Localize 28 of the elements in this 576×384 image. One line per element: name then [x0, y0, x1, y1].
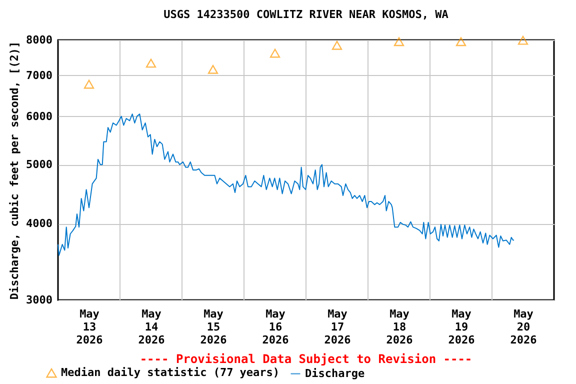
y-tick-label: 7000 — [26, 68, 52, 82]
legend-label: Median daily statistic (77 years) — [61, 366, 280, 379]
x-tick-label: May 15 2026 — [200, 308, 228, 346]
text: ---- Provisional Data Subject to Revision ---- — [140, 352, 472, 366]
x-tick-label: May 20 2026 — [510, 308, 538, 346]
x-tick-label: May 14 2026 — [138, 308, 166, 346]
x-tick-label: May 17 2026 — [324, 308, 352, 346]
y-tick-label: 8000 — [26, 34, 52, 46]
y-tick-label: 5000 — [26, 158, 52, 172]
point — [456, 37, 466, 46]
point — [332, 40, 342, 50]
line-series — [58, 114, 514, 256]
point — [208, 64, 218, 74]
chart-title: USGS 14233500 COWLITZ RIVER NEAR KOSMOS, WA — [164, 8, 449, 21]
x-tick-label: May 13 2026 — [76, 308, 104, 346]
x-tick-label: May 18 2026 — [386, 308, 414, 346]
x-tick-label: May 19 2026 — [448, 308, 476, 346]
y-tick-label: 6000 — [26, 110, 52, 123]
y-axis-title: Discharge, cubic feet per second, [(2)] — [8, 41, 22, 300]
point — [518, 36, 528, 45]
point — [84, 80, 94, 89]
x-tick-label: May 16 2026 — [262, 308, 290, 346]
point — [270, 48, 280, 58]
y-tick-label: 4000 — [26, 217, 52, 230]
point — [394, 37, 404, 46]
point — [146, 58, 156, 68]
legend-label: Discharge — [305, 366, 365, 380]
y-tick-label: 3000 — [26, 294, 52, 306]
